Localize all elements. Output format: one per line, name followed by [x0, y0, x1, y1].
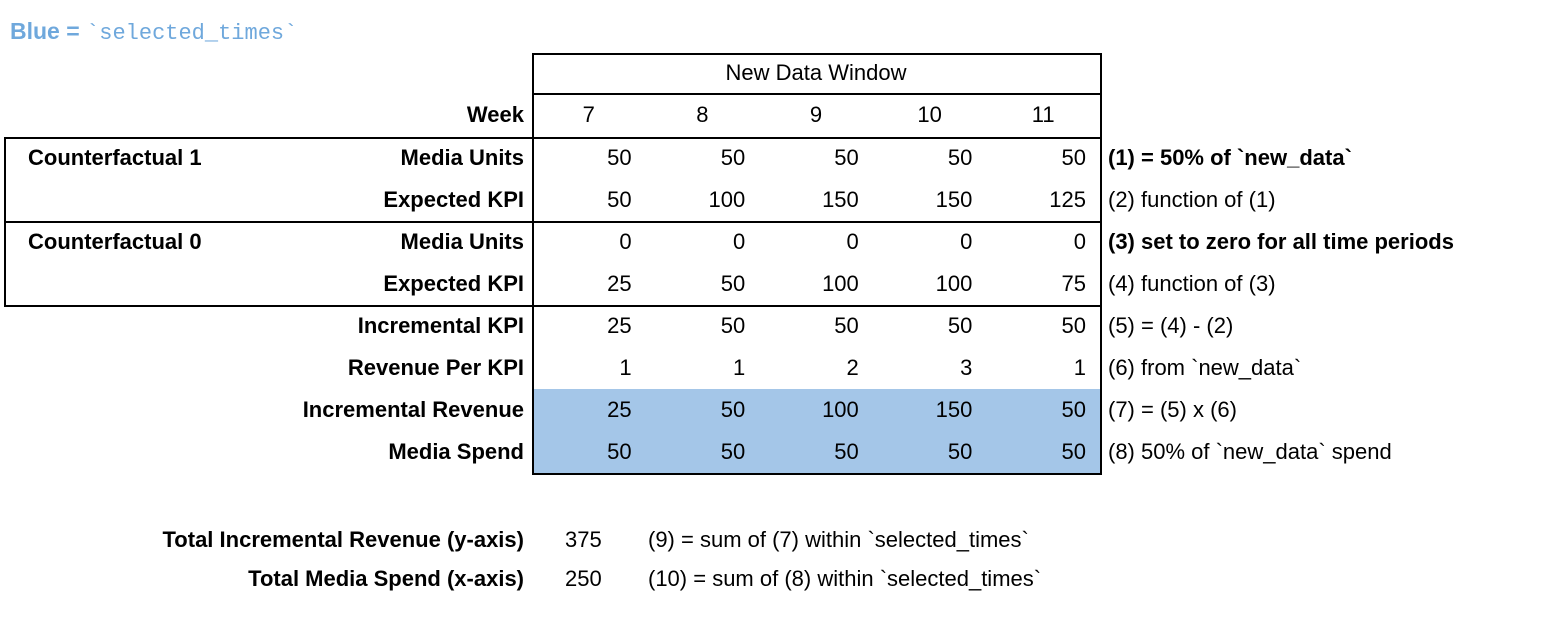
week-cell: 10: [917, 102, 942, 127]
table-cell: 0: [846, 229, 859, 254]
group-label: Counterfactual 0: [28, 229, 202, 254]
week-cell: 9: [809, 102, 823, 127]
table-cell: 1: [732, 355, 746, 380]
row-label: Incremental KPI: [357, 313, 524, 338]
row-annotation: (5) = (4) - (2): [1108, 313, 1234, 338]
legend-blue-selected-times: Blue = `selected_times`: [10, 14, 297, 48]
table-cell: 25: [607, 397, 632, 422]
table-border-line: [532, 53, 534, 475]
table-cell: 150: [935, 187, 973, 212]
table-cell: 1: [619, 355, 632, 380]
table-cell: 50: [834, 439, 859, 464]
table-cell: 125: [1049, 187, 1086, 212]
table-cell: 50: [947, 439, 973, 464]
table-cell: 50: [1061, 145, 1086, 170]
row-annotation: (6) from `new_data`: [1108, 355, 1302, 380]
table-cell: 50: [1061, 397, 1086, 422]
table-cell: 25: [607, 313, 632, 338]
new-data-window-header: New Data Window: [725, 60, 907, 85]
table-cell: 0: [732, 229, 746, 254]
table-border-line: [1100, 53, 1102, 475]
row-annotation: (8) 50% of `new_data` spend: [1108, 439, 1392, 464]
total-value: 375: [565, 527, 602, 552]
table-cell: 150: [822, 187, 859, 212]
row-annotation: (7) = (5) x (6): [1108, 397, 1237, 422]
week-row-label: Week: [466, 102, 524, 127]
legend-code: `selected_times`: [86, 21, 298, 46]
table-cell: 100: [822, 271, 859, 296]
table-cell: 0: [1073, 229, 1086, 254]
table-cell: 3: [960, 355, 973, 380]
table-cell: 150: [935, 397, 973, 422]
table-cell: 100: [822, 397, 859, 422]
row-label: Media Units: [400, 229, 524, 254]
table-cell: 50: [947, 313, 973, 338]
table-border-line: [532, 53, 1102, 55]
row-label: Media Units: [400, 145, 524, 170]
group-label: Counterfactual 1: [28, 145, 202, 170]
table-cell: 25: [607, 271, 632, 296]
total-annotation: (10) = sum of (8) within `selected_times…: [648, 566, 1042, 591]
table-cell: 50: [834, 313, 859, 338]
total-value: 250: [565, 566, 602, 591]
row-annotation: (4) function of (3): [1108, 271, 1276, 296]
table-cell: 50: [834, 145, 859, 170]
week-cell: 8: [696, 102, 709, 127]
table-cell: 50: [720, 313, 746, 338]
table-cell: 50: [607, 439, 632, 464]
row-annotation: (1) = 50% of `new_data`: [1108, 145, 1352, 170]
row-label: Incremental Revenue: [302, 397, 524, 422]
table-cell: 1: [1073, 355, 1086, 380]
table-cell: 50: [947, 145, 973, 170]
table-border-line: [4, 137, 1102, 139]
week-cell: 11: [1031, 102, 1055, 127]
table-border-line: [4, 221, 1102, 223]
table-border-line: [4, 305, 1102, 307]
row-label: Expected KPI: [383, 271, 524, 296]
table-cell: 50: [1061, 439, 1086, 464]
legend-prefix: Blue =: [10, 18, 87, 44]
table-cell: 50: [1061, 313, 1086, 338]
table-cell: 0: [960, 229, 973, 254]
table-cell: 50: [720, 439, 746, 464]
table-cell: 50: [720, 397, 746, 422]
total-label: Total Incremental Revenue (y-axis): [162, 527, 525, 552]
row-label: Media Spend: [388, 439, 524, 464]
row-label: Expected KPI: [383, 187, 524, 212]
table-cell: 50: [720, 145, 746, 170]
selected-times-highlight: [532, 389, 1100, 473]
table-cell: 0: [619, 229, 632, 254]
table-cell: 100: [708, 187, 746, 212]
table-border-line: [532, 473, 1102, 475]
table-cell: 2: [846, 355, 859, 380]
row-annotation: (3) set to zero for all time periods: [1108, 229, 1454, 254]
row-label: Revenue Per KPI: [347, 355, 524, 380]
table-cell: 50: [607, 145, 632, 170]
table-cell: 75: [1061, 271, 1086, 296]
table-cell: 50: [720, 271, 746, 296]
table-border-line: [532, 93, 1102, 95]
table-cell: 100: [935, 271, 973, 296]
row-annotation: (2) function of (1): [1108, 187, 1276, 212]
total-annotation: (9) = sum of (7) within `selected_times`: [648, 527, 1029, 552]
table-cell: 50: [607, 187, 632, 212]
table-border-line: [4, 137, 6, 307]
week-cell: 7: [582, 102, 595, 127]
total-label: Total Media Spend (x-axis): [248, 566, 524, 591]
